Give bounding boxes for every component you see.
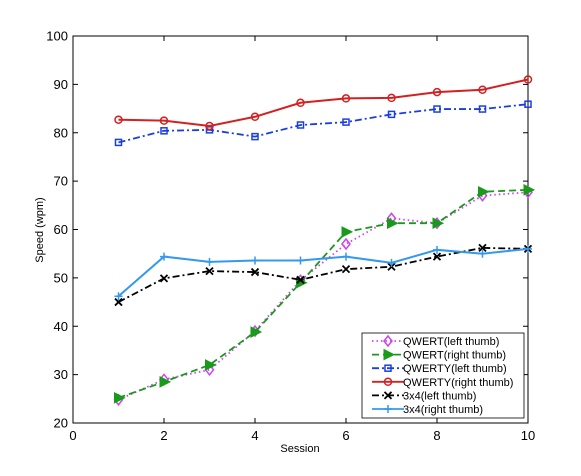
y-axis-label: Speed (wpm) <box>34 197 46 262</box>
series-line <box>118 78 529 127</box>
data-point <box>159 376 172 388</box>
data-point <box>524 100 532 108</box>
series-layer <box>113 75 536 406</box>
y-tick-label: 70 <box>54 174 68 189</box>
legend-item: 3x4(left thumb) <box>372 390 476 402</box>
legend-marker <box>384 364 392 372</box>
series-line <box>118 103 529 144</box>
data-point <box>433 105 441 113</box>
data-point <box>205 257 214 266</box>
series-2 <box>114 184 536 404</box>
legend-label: QWERT(right thumb) <box>403 350 506 362</box>
legend-marker <box>384 405 392 413</box>
series-line <box>118 188 529 399</box>
series-line <box>117 247 529 298</box>
y-tick-label: 30 <box>54 367 68 382</box>
legend-label: 3x4(right thumb) <box>403 404 483 416</box>
data-point <box>160 252 168 261</box>
data-point <box>114 138 123 147</box>
series-3 <box>114 100 532 147</box>
x-tick-label: 10 <box>521 428 535 443</box>
data-point <box>478 249 487 258</box>
data-point <box>341 94 351 103</box>
data-point <box>341 226 354 238</box>
data-point <box>342 252 350 261</box>
data-point <box>296 256 305 265</box>
data-point <box>478 243 487 253</box>
legend-box <box>361 332 525 419</box>
data-point <box>251 132 259 141</box>
data-point <box>114 292 123 301</box>
data-point <box>205 359 217 371</box>
data-point <box>250 112 260 122</box>
y-tick-label: 100 <box>46 29 68 44</box>
y-tick-label: 60 <box>54 222 68 237</box>
data-point <box>432 217 445 230</box>
legend-item: QWERTY(left thumb) <box>372 363 507 375</box>
legend-marker <box>383 391 393 400</box>
data-point <box>341 265 351 274</box>
data-point <box>341 237 351 251</box>
series-4 <box>114 75 533 131</box>
data-point <box>524 244 532 253</box>
data-point <box>478 105 487 113</box>
legend-item: 3x4(right thumb) <box>372 404 483 416</box>
y-tick-label: 40 <box>54 319 68 334</box>
legend-label: QWERTY(right thumb) <box>403 377 513 389</box>
data-point <box>205 266 214 276</box>
data-point <box>523 75 533 84</box>
data-point <box>159 274 169 283</box>
legend-label: QWERT(left thumb) <box>403 336 499 348</box>
data-point <box>387 258 396 267</box>
x-tick-label: 8 <box>433 428 440 443</box>
data-point <box>387 93 396 103</box>
data-point <box>160 127 168 135</box>
data-point <box>251 256 259 265</box>
data-point <box>478 85 487 94</box>
series-line <box>118 191 529 401</box>
data-point <box>433 245 441 254</box>
data-point <box>432 87 442 97</box>
legend-item: QWERTY(right thumb) <box>372 377 513 389</box>
data-point <box>296 121 305 129</box>
data-point <box>114 392 126 404</box>
y-tick-label: 80 <box>54 125 68 140</box>
legend-marker <box>383 348 396 361</box>
data-point <box>159 116 169 125</box>
y-tick-label: 50 <box>54 270 68 285</box>
y-tick-label: 90 <box>54 77 68 92</box>
data-point <box>205 121 214 131</box>
x-tick-label: 0 <box>69 428 76 443</box>
data-point <box>296 275 305 284</box>
data-point <box>387 217 399 230</box>
legend: QWERT(left thumb)QWERT(right thumb)QWERT… <box>361 332 525 419</box>
x-axis-label: Session <box>280 443 319 455</box>
data-point <box>296 98 305 108</box>
legend-marker <box>383 334 393 348</box>
data-point <box>478 185 490 198</box>
series-6 <box>114 244 532 301</box>
data-point <box>250 326 263 338</box>
legend-item: QWERT(left thumb) <box>372 334 499 348</box>
data-point <box>523 184 536 196</box>
data-point <box>250 267 260 277</box>
legend-label: 3x4(left thumb) <box>403 390 476 402</box>
legend-label: QWERTY(left thumb) <box>403 363 507 375</box>
data-point <box>432 252 442 261</box>
data-point <box>114 297 123 307</box>
data-point <box>342 118 350 126</box>
data-point <box>114 115 123 124</box>
x-tick-label: 2 <box>160 428 167 443</box>
x-tick-label: 6 <box>342 428 349 443</box>
axis-ticks: 0 2 4 6 8 10 20 30 40 50 60 70 80 90 100 <box>46 29 535 444</box>
legend-item: QWERT(right thumb) <box>372 348 506 362</box>
y-tick-label: 20 <box>54 416 68 431</box>
legend-marker <box>383 377 393 387</box>
data-point <box>387 110 396 119</box>
x-tick-label: 4 <box>251 428 258 443</box>
